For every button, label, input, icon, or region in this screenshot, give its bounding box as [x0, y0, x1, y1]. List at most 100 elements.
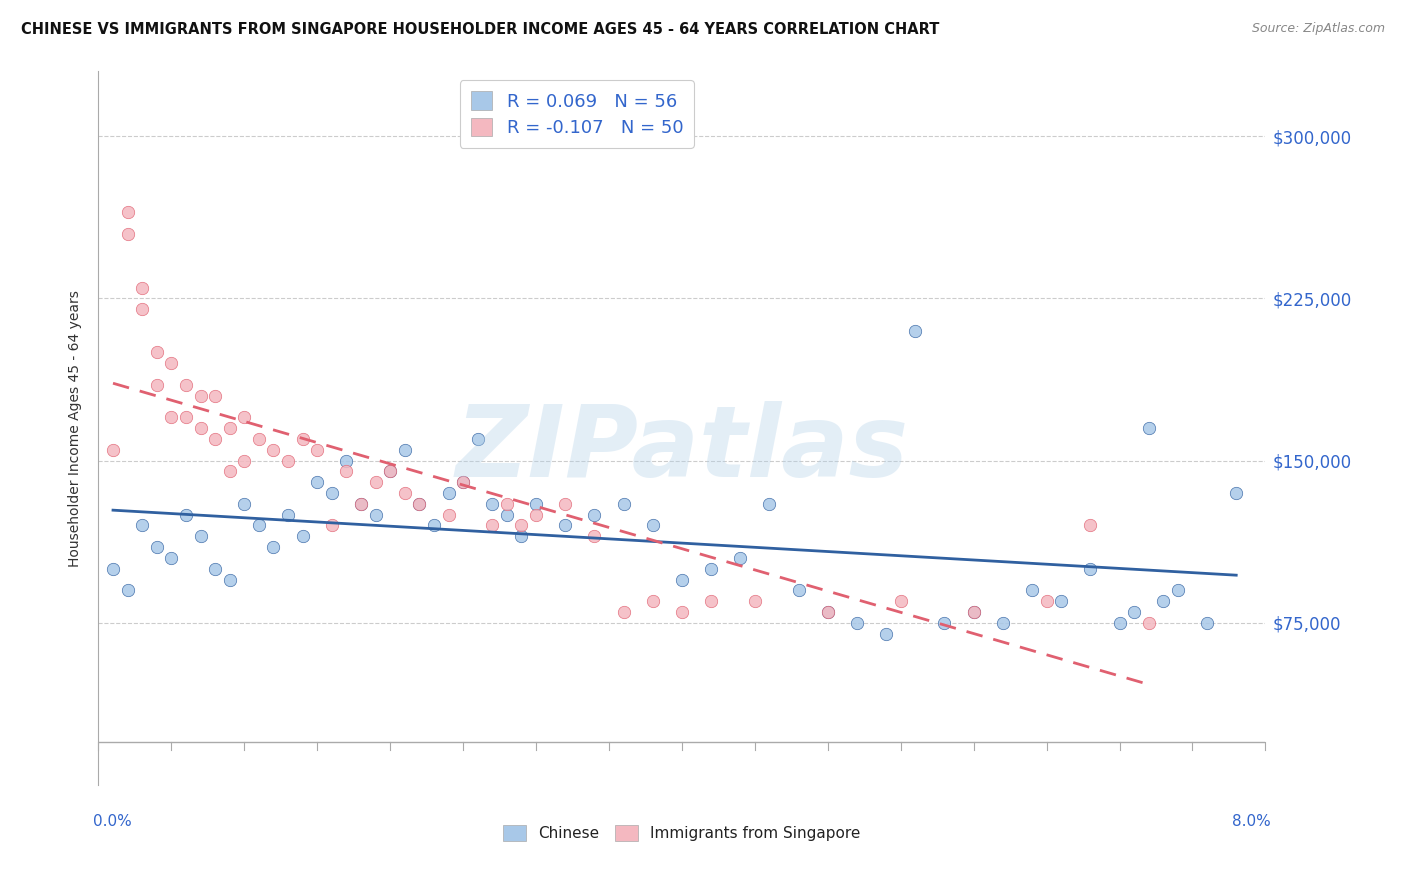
- Point: [218, 573, 240, 587]
- Text: 0.0%: 0.0%: [93, 814, 131, 829]
- Point: [174, 508, 197, 522]
- Point: [204, 432, 226, 446]
- Point: [1137, 421, 1160, 435]
- Point: [437, 508, 460, 522]
- Point: [307, 475, 329, 490]
- Point: [700, 594, 723, 608]
- Point: [641, 594, 664, 608]
- Point: [1108, 615, 1130, 630]
- Point: [380, 464, 402, 478]
- Point: [962, 605, 984, 619]
- Point: [160, 356, 183, 370]
- Point: [524, 508, 547, 522]
- Point: [758, 497, 780, 511]
- Point: [1080, 518, 1102, 533]
- Text: Source: ZipAtlas.com: Source: ZipAtlas.com: [1251, 22, 1385, 36]
- Point: [233, 497, 256, 511]
- Point: [962, 605, 984, 619]
- Point: [204, 389, 226, 403]
- Point: [160, 550, 183, 565]
- Point: [277, 508, 299, 522]
- Point: [700, 562, 723, 576]
- Point: [583, 529, 606, 543]
- Point: [131, 280, 153, 294]
- Point: [437, 486, 460, 500]
- Point: [1225, 486, 1247, 500]
- Point: [262, 442, 284, 457]
- Point: [321, 486, 343, 500]
- Point: [583, 508, 606, 522]
- Point: [408, 497, 430, 511]
- Point: [146, 345, 169, 359]
- Point: [233, 410, 256, 425]
- Point: [496, 497, 519, 511]
- Point: [481, 497, 503, 511]
- Point: [291, 529, 314, 543]
- Point: [554, 497, 576, 511]
- Point: [218, 464, 240, 478]
- Point: [1035, 594, 1057, 608]
- Point: [934, 615, 956, 630]
- Point: [496, 508, 519, 522]
- Point: [890, 594, 912, 608]
- Point: [481, 518, 503, 533]
- Text: 8.0%: 8.0%: [1233, 814, 1271, 829]
- Point: [1197, 615, 1219, 630]
- Point: [146, 378, 169, 392]
- Point: [408, 497, 430, 511]
- Point: [174, 378, 197, 392]
- Point: [554, 518, 576, 533]
- Point: [350, 497, 373, 511]
- Point: [218, 421, 240, 435]
- Y-axis label: Householder Income Ages 45 - 64 years: Householder Income Ages 45 - 64 years: [69, 290, 83, 566]
- Point: [1152, 594, 1174, 608]
- Text: CHINESE VS IMMIGRANTS FROM SINGAPORE HOUSEHOLDER INCOME AGES 45 - 64 YEARS CORRE: CHINESE VS IMMIGRANTS FROM SINGAPORE HOU…: [21, 22, 939, 37]
- Point: [1167, 583, 1189, 598]
- Point: [117, 205, 139, 219]
- Point: [1080, 562, 1102, 576]
- Point: [451, 475, 474, 490]
- Point: [101, 442, 124, 457]
- Point: [204, 562, 226, 576]
- Point: [671, 605, 693, 619]
- Point: [117, 227, 139, 241]
- Point: [671, 573, 693, 587]
- Point: [247, 518, 270, 533]
- Point: [1123, 605, 1146, 619]
- Text: ZIPatlas: ZIPatlas: [456, 401, 908, 498]
- Point: [394, 442, 416, 457]
- Point: [380, 464, 402, 478]
- Point: [612, 605, 634, 619]
- Point: [146, 540, 169, 554]
- Point: [364, 508, 387, 522]
- Legend: Chinese, Immigrants from Singapore: Chinese, Immigrants from Singapore: [496, 817, 868, 848]
- Point: [190, 529, 212, 543]
- Point: [335, 464, 357, 478]
- Point: [845, 615, 868, 630]
- Point: [817, 605, 839, 619]
- Point: [612, 497, 634, 511]
- Point: [423, 518, 446, 533]
- Point: [190, 389, 212, 403]
- Point: [131, 302, 153, 317]
- Point: [291, 432, 314, 446]
- Point: [174, 410, 197, 425]
- Point: [787, 583, 810, 598]
- Point: [1137, 615, 1160, 630]
- Point: [160, 410, 183, 425]
- Point: [247, 432, 270, 446]
- Point: [117, 583, 139, 598]
- Point: [321, 518, 343, 533]
- Point: [394, 486, 416, 500]
- Point: [101, 562, 124, 576]
- Point: [510, 529, 533, 543]
- Point: [335, 453, 357, 467]
- Point: [307, 442, 329, 457]
- Point: [875, 626, 897, 640]
- Point: [1050, 594, 1073, 608]
- Point: [991, 615, 1014, 630]
- Point: [817, 605, 839, 619]
- Point: [524, 497, 547, 511]
- Point: [510, 518, 533, 533]
- Point: [641, 518, 664, 533]
